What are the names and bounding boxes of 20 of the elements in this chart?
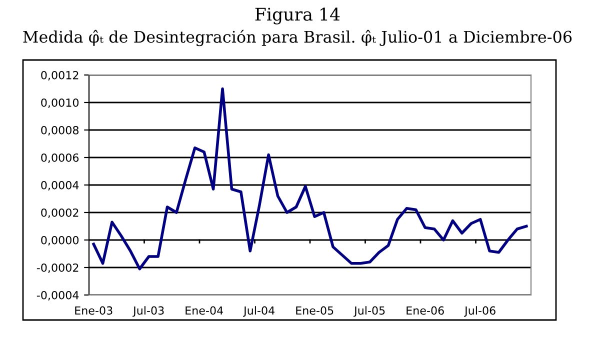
x-tick-label: Ene-05: [296, 306, 334, 315]
x-tick-label: Ene-03: [75, 306, 112, 315]
y-tick-label: -0,0004: [36, 290, 79, 301]
x-tick-label: Ene-04: [186, 306, 224, 315]
y-tick-label: 0,0000: [41, 236, 79, 246]
x-tick-label: Jul-03: [132, 306, 164, 317]
chart-subtitle: Medida φ̂ₜ de Desintegración para Brasil. φ̂ₜ Julio-01 a Diciembre-06: [23, 30, 572, 46]
x-tick-label: Ene-06: [406, 306, 444, 315]
y-tick-label: 0,0002: [41, 208, 78, 218]
x-tick-label: Jul-06: [464, 306, 496, 317]
y-tick-label: -0,0002: [36, 263, 78, 274]
y-tick-label: 0,0008: [41, 126, 79, 136]
chart-title: Figura 14: [255, 8, 340, 24]
y-tick-label: 0,0006: [41, 153, 79, 164]
y-tick-label: 0,0004: [41, 180, 79, 191]
x-tick-label: Jul-05: [354, 306, 385, 317]
x-tick-label: Jul-04: [243, 306, 275, 317]
y-tick-label: 0,0010: [41, 98, 79, 108]
line-series: [92, 87, 528, 270]
y-tick-label: 0,0012: [41, 70, 78, 81]
